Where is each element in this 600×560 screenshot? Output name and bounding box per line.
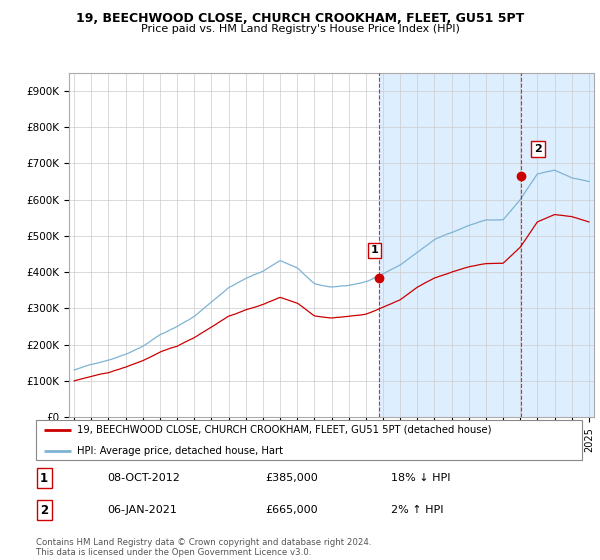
- Text: 08-OCT-2012: 08-OCT-2012: [107, 473, 180, 483]
- Text: 18% ↓ HPI: 18% ↓ HPI: [391, 473, 451, 483]
- Bar: [379, 73, 594, 417]
- Text: 2: 2: [534, 144, 542, 154]
- Text: Contains HM Land Registry data © Crown copyright and database right 2024.
This d: Contains HM Land Registry data © Crown c…: [36, 538, 371, 557]
- Text: 06-JAN-2021: 06-JAN-2021: [107, 505, 177, 515]
- Text: 19, BEECHWOOD CLOSE, CHURCH CROOKHAM, FLEET, GU51 5PT: 19, BEECHWOOD CLOSE, CHURCH CROOKHAM, FL…: [76, 12, 524, 25]
- Text: £665,000: £665,000: [265, 505, 318, 515]
- Text: 2: 2: [40, 503, 48, 516]
- Text: £385,000: £385,000: [265, 473, 318, 483]
- Text: 19, BEECHWOOD CLOSE, CHURCH CROOKHAM, FLEET, GU51 5PT (detached house): 19, BEECHWOOD CLOSE, CHURCH CROOKHAM, FL…: [77, 424, 491, 435]
- Text: HPI: Average price, detached house, Hart: HPI: Average price, detached house, Hart: [77, 446, 283, 456]
- Text: Price paid vs. HM Land Registry's House Price Index (HPI): Price paid vs. HM Land Registry's House …: [140, 24, 460, 34]
- FancyBboxPatch shape: [36, 420, 582, 460]
- Text: 1: 1: [40, 472, 48, 485]
- Text: 1: 1: [371, 245, 378, 255]
- Text: 2% ↑ HPI: 2% ↑ HPI: [391, 505, 443, 515]
